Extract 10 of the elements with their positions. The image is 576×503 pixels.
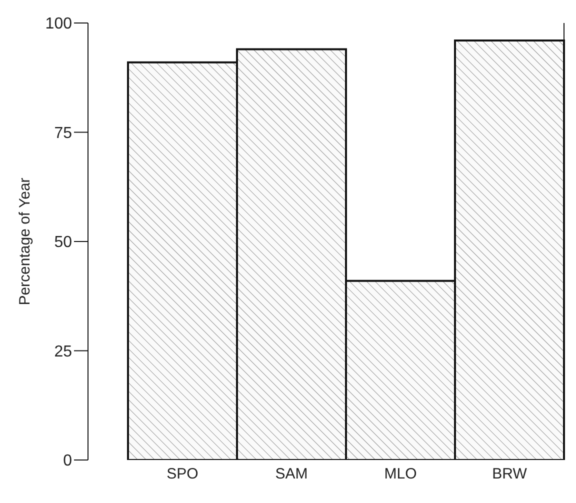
x-tick-label: MLO: [384, 466, 417, 483]
y-tick-label: 100: [45, 16, 72, 33]
x-tick-label: SPO: [166, 466, 198, 483]
x-tick-label: SAM: [275, 466, 308, 483]
y-tick-label: 0: [63, 452, 72, 470]
y-tick-label: 50: [54, 234, 72, 252]
y-tick-label: 25: [54, 343, 72, 360]
y-axis-title: Percentage of Year: [16, 178, 34, 306]
y-tick-label: 75: [54, 124, 72, 142]
x-tick-label: BRW: [492, 466, 528, 483]
